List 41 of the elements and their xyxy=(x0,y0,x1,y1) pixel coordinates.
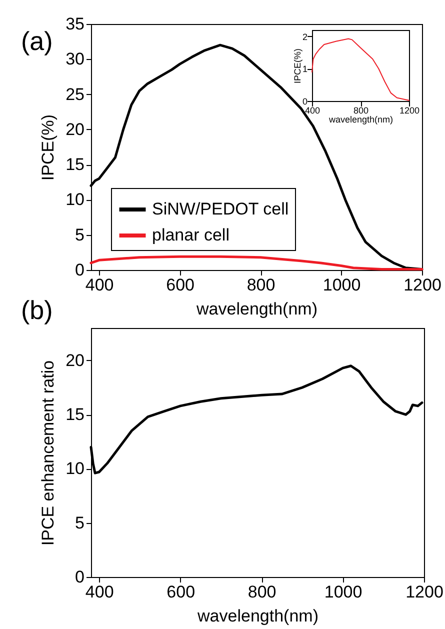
x-tick-label: 1200 xyxy=(406,582,444,602)
chart-title: (b) xyxy=(21,295,53,325)
legend-label: SiNW/PEDOT cell xyxy=(152,200,289,218)
x-axis-title: wavelength(nm) xyxy=(328,114,394,124)
y-axis-title: IPCE(%) xyxy=(38,114,58,181)
legend-label: planar cell xyxy=(152,226,230,244)
y-tick-label: 10 xyxy=(66,190,84,210)
y-tick-label: 1 xyxy=(302,64,308,74)
y-tick-label: 25 xyxy=(66,84,84,104)
y-tick-label: 35 xyxy=(66,14,84,34)
y-tick-label: 20 xyxy=(66,120,84,139)
y-tick-label: 0 xyxy=(75,260,84,280)
x-tick-label: 1000 xyxy=(322,276,361,294)
chart-title: (a) xyxy=(21,26,53,56)
y-tick-label: 2 xyxy=(302,32,308,42)
y-axis-title: IPCE(%) xyxy=(292,48,302,84)
line-series xyxy=(312,38,410,101)
x-tick-label: 600 xyxy=(166,582,196,602)
x-tick-label: 800 xyxy=(353,106,369,116)
x-tick-label: 400 xyxy=(85,276,114,294)
y-axis-title: IPCE enhancement ratio xyxy=(38,360,58,546)
y-tick-label: 30 xyxy=(66,50,84,69)
x-tick-label: 400 xyxy=(85,582,114,602)
x-tick-label: 1000 xyxy=(324,582,362,602)
y-tick-label: 0 xyxy=(75,568,84,586)
y-tick-label: 0 xyxy=(302,96,308,106)
x-tick-label: 400 xyxy=(304,106,320,116)
x-tick-label: 1200 xyxy=(399,106,420,116)
x-tick-label: 800 xyxy=(248,582,276,602)
y-tick-label: 15 xyxy=(66,405,84,424)
x-tick-label: 1200 xyxy=(404,276,442,294)
x-tick-label: 800 xyxy=(246,276,276,294)
x-tick-label: 600 xyxy=(166,276,194,294)
x-axis-title: wavelength(nm) xyxy=(196,606,318,626)
y-tick-label: 20 xyxy=(66,350,84,370)
y-tick-label: 10 xyxy=(66,459,84,478)
y-tick-label: 5 xyxy=(75,513,84,532)
y-tick-label: 5 xyxy=(75,225,84,244)
y-tick-label: 15 xyxy=(66,155,84,174)
x-axis-title: wavelength(nm) xyxy=(196,300,318,318)
line-series xyxy=(90,255,424,271)
